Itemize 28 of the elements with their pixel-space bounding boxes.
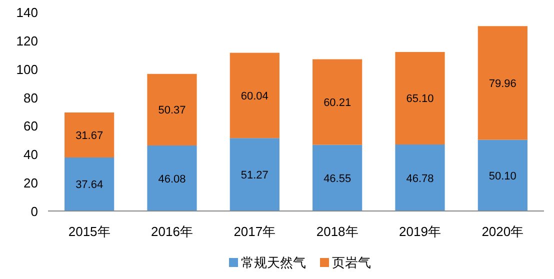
y-tick-label: 60 [24,118,38,134]
data-label: 50.37 [158,104,186,117]
data-label: 51.27 [240,170,268,182]
x-tick-label: 2018年 [316,224,358,239]
data-label: 46.78 [406,172,434,185]
data-label: 60.21 [324,97,352,110]
data-label: 50.10 [488,170,516,182]
x-tick-label: 2019年 [399,224,441,239]
y-tick-label: 140 [16,5,38,20]
data-label: 37.64 [76,179,104,192]
x-tick-label: 2020年 [482,224,524,239]
data-label: 46.08 [158,173,186,186]
data-label: 65.10 [406,93,434,106]
y-tick-label: 120 [16,33,38,48]
y-tick-label: 0 [30,204,38,219]
legend-label: 页岩气 [332,255,371,270]
x-tick-label: 2015年 [68,224,110,239]
data-label: 31.67 [76,130,104,142]
y-tick-label: 40 [24,147,38,162]
x-tick-label: 2017年 [234,224,276,239]
y-tick-label: 20 [24,176,38,191]
data-label: 79.96 [488,78,516,90]
data-label: 46.55 [324,172,352,185]
x-tick-label: 2016年 [151,224,193,239]
legend-label: 常规天然气 [241,255,306,270]
y-tick-label: 80 [24,90,38,106]
y-tick-label: 100 [16,62,38,77]
data-label: 60.04 [240,90,268,102]
